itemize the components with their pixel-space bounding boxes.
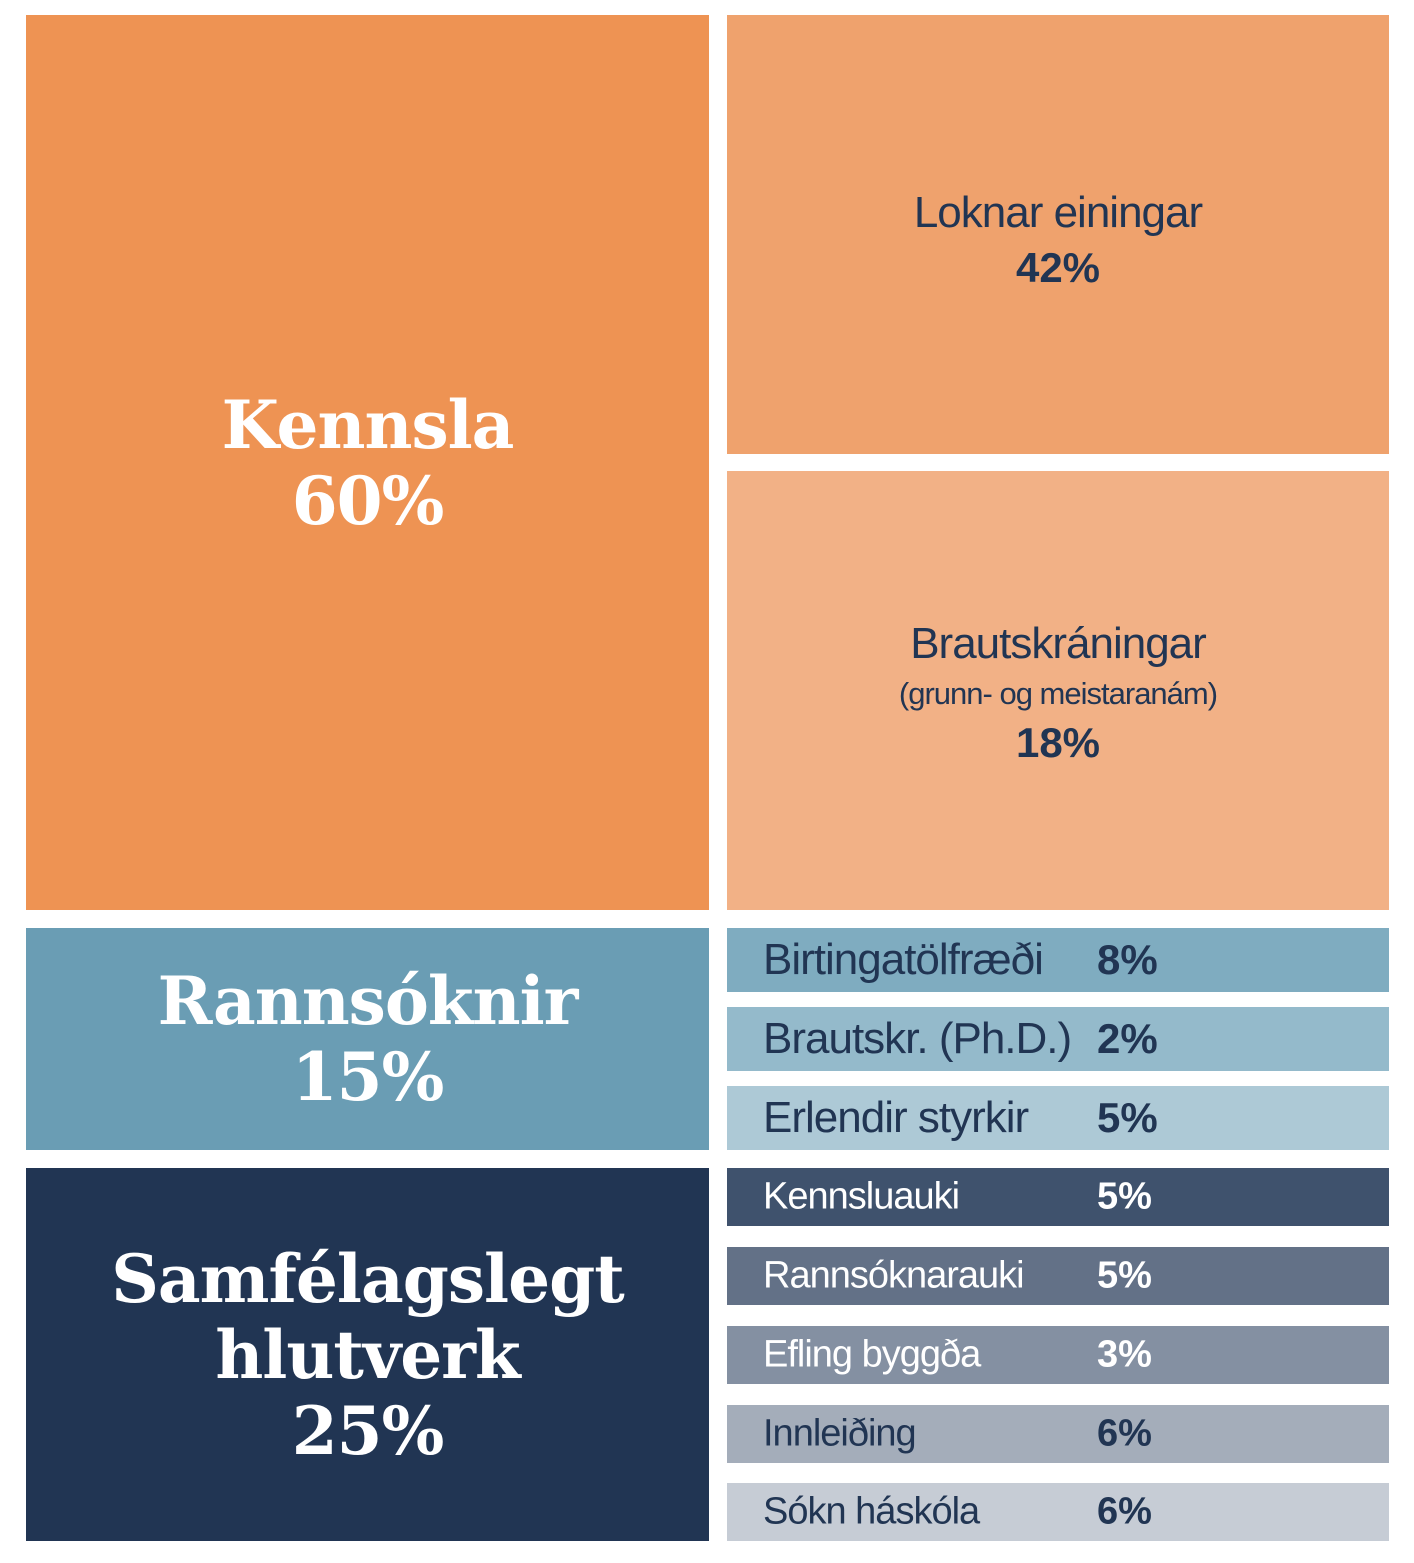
research-item-pct: 5% [1097,1094,1158,1141]
social-item-innleiding: Innleiðing 6% [727,1405,1389,1463]
social-item-pct: 3% [1097,1333,1152,1376]
samfelag-label-line2: hlutverk [215,1315,520,1394]
research-item-label: Erlendir styrkir [763,1093,1029,1142]
social-item-rannsoknarauki: Rannsóknarauki 5% [727,1247,1389,1305]
loknar-einingar-pct: 42% [1015,244,1101,291]
rannsoknir-pct: 15% [291,1038,445,1116]
social-item-label: Innleiðing [763,1412,917,1455]
loknar-einingar-block: Loknar einingar 42% [727,15,1389,454]
research-item-label: Brautskr. (Ph.D.) [763,1014,1072,1063]
samfelag-label-line1: Samfélagslegt [111,1239,624,1318]
brautskraningar-note: (grunn- og meistaranám) [898,676,1218,711]
samfelag-pct: 25% [291,1391,445,1470]
social-item-pct: 5% [1097,1175,1152,1218]
kennsla-pct: 60% [291,461,445,540]
research-item-pct: 8% [1097,936,1158,983]
social-item-kennsluauki: Kennsluauki 5% [727,1168,1389,1226]
social-item-efling-byggda: Efling byggða 3% [727,1326,1389,1384]
research-item-brautskr-phd: Brautskr. (Ph.D.) 2% [727,1007,1389,1071]
research-item-label: Birtingatölfræði [763,935,1044,984]
brautskraningar-block: Brautskráningar (grunn- og meistaranám) … [727,471,1389,910]
kennsla-label: Kennsla [221,385,515,464]
social-item-pct: 6% [1097,1490,1152,1533]
research-item-birtingatolfraedi: Birtingatölfræði 8% [727,928,1389,992]
social-item-sokn-haskola: Sókn háskóla 6% [727,1483,1389,1541]
brautskraningar-label: Brautskráningar [910,619,1207,668]
social-item-pct: 6% [1097,1412,1152,1455]
samfelag-block: Samfélagslegt hlutverk 25% [26,1168,709,1541]
kennsla-block: Kennsla 60% [26,15,709,910]
social-item-label: Kennsluauki [763,1175,960,1218]
brautskraningar-pct: 18% [1015,719,1101,766]
rannsoknir-label: Rannsóknir [157,962,579,1040]
rannsoknir-block: Rannsóknir 15% [26,928,709,1150]
research-item-erlendir-styrkir: Erlendir styrkir 5% [727,1086,1389,1150]
research-item-pct: 2% [1097,1015,1158,1062]
social-item-label: Efling byggða [763,1333,981,1376]
social-item-label: Rannsóknarauki [763,1254,1025,1297]
loknar-einingar-label: Loknar einingar [913,188,1203,237]
social-item-pct: 5% [1097,1254,1152,1297]
social-item-label: Sókn háskóla [763,1490,980,1533]
